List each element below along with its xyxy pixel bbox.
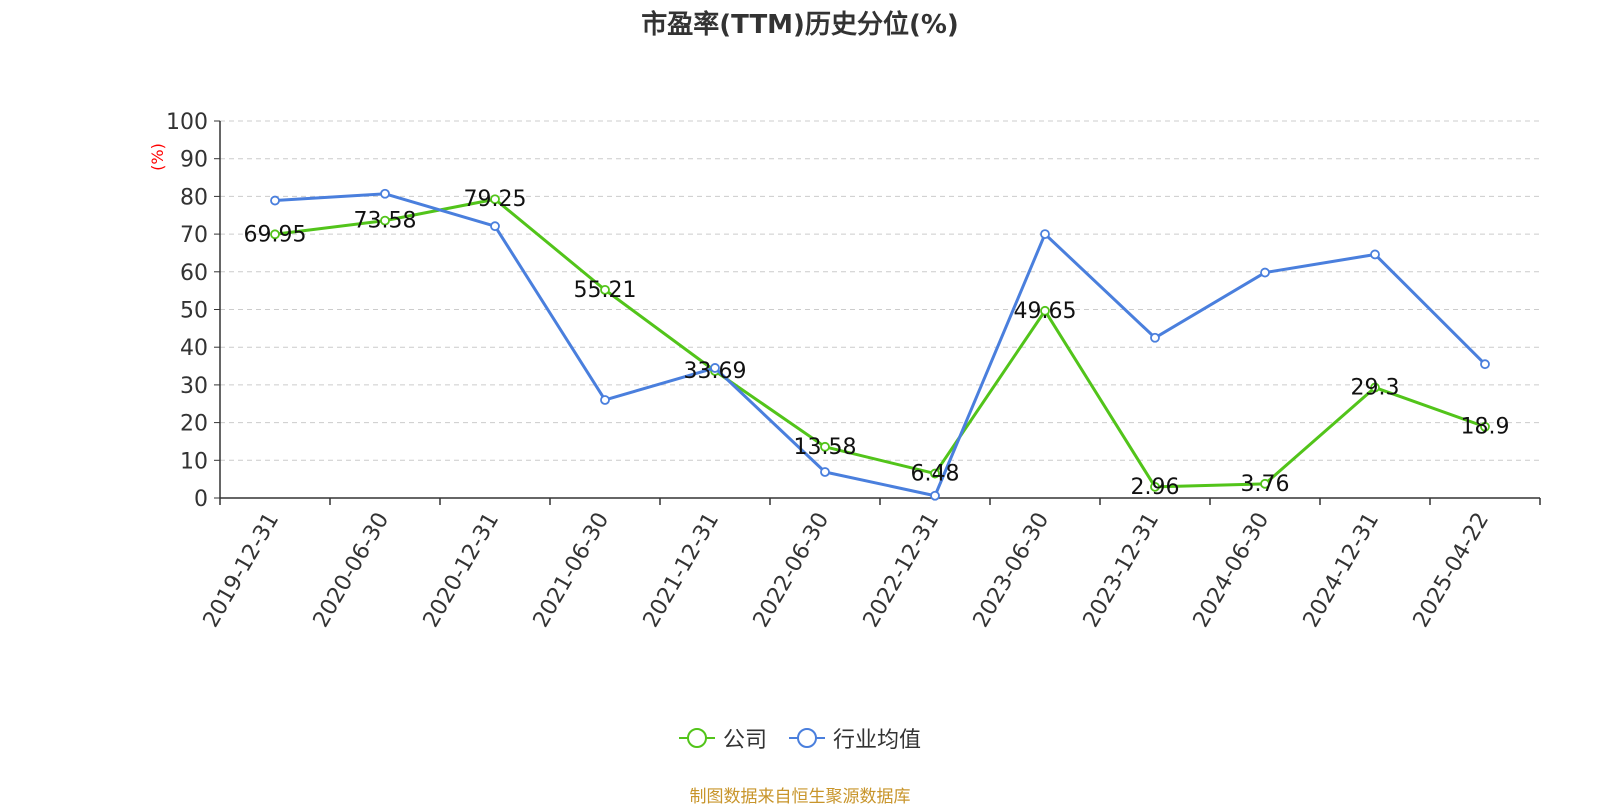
series-lines [270, 188, 1490, 501]
data-label: 3.76 [1241, 472, 1290, 497]
line-chart: 0 10 20 30 40 50 60 70 80 90 100 (%) 2019-12-31 2020-… [148, 110, 1541, 632]
series-1-point [1370, 249, 1380, 260]
x-tick-label: 2025-04-22 [1409, 509, 1495, 632]
chart-title: 市盈率(TTM)历史分位(%) [641, 10, 959, 40]
data-labels: 69.95 73.58 79.25 55.21 33.69 13.58 6.48 49.65 2… [244, 187, 1510, 500]
y-tick-label: 90 [180, 148, 208, 173]
x-tick-label: 2019-12-31 [199, 509, 285, 632]
x-tick-label: 2023-12-31 [1079, 509, 1165, 632]
x-tick-label: 2021-06-30 [529, 509, 615, 632]
y-tick-label: 40 [180, 336, 208, 361]
series-1-point [1040, 229, 1050, 240]
data-label: 18.9 [1461, 415, 1510, 440]
y-tick-label: 60 [180, 261, 208, 286]
series-1-point [600, 395, 610, 405]
x-tick-label: 2022-06-30 [749, 509, 835, 632]
legend: 公司 行业均值 [0, 722, 1600, 754]
legend-label-industry: 行业均值 [833, 728, 922, 753]
y-tick-label: 70 [180, 223, 208, 248]
series-0-point [600, 284, 610, 295]
data-label: 6.48 [911, 462, 960, 487]
legend-label-company: 公司 [722, 728, 767, 753]
y-tick-label: 20 [180, 412, 208, 437]
y-tick-label: 10 [180, 449, 208, 474]
legend-item-industry[interactable]: 行业均值 [789, 722, 921, 754]
series-0-point [1260, 478, 1270, 489]
series-0-point [270, 229, 280, 240]
y-tick-label: 50 [180, 299, 208, 324]
data-label: 33.69 [684, 359, 747, 384]
series-0-point [1370, 382, 1380, 393]
series-0-point [930, 468, 940, 479]
y-tick-label: 100 [166, 110, 208, 135]
series-0-point [1150, 481, 1160, 492]
series-0-point [1480, 421, 1490, 432]
axes: 0 10 20 30 40 50 60 70 80 90 100 (%) 2019-12-31 2020-… [148, 110, 1541, 632]
legend-item-company[interactable]: 公司 [678, 722, 767, 754]
series-1-point [930, 490, 940, 501]
series-1-point [1260, 267, 1270, 278]
y-axis-unit-label: (%) [148, 143, 167, 171]
series-line-0 [274, 197, 1486, 489]
series-1-point [1150, 332, 1160, 343]
series-1-point [710, 363, 720, 373]
data-label: 73.58 [354, 209, 417, 234]
x-tick-label: 2022-12-31 [859, 509, 945, 632]
data-label: 29.3 [1351, 376, 1400, 401]
series-line-1 [274, 192, 1487, 498]
x-tick-label: 2024-06-30 [1189, 509, 1275, 632]
series-1-point [490, 221, 500, 232]
x-tick-label: 2021-12-31 [639, 509, 725, 632]
series-0-point [490, 194, 500, 205]
series-0-point [820, 441, 830, 452]
data-label: 49.65 [1014, 299, 1077, 324]
series-1-point [270, 195, 280, 206]
legend-industry-marker-icon [789, 728, 825, 748]
x-tick-label: 2020-12-31 [419, 509, 505, 632]
x-tick-label: 2023-06-30 [969, 509, 1055, 632]
legend-company-marker-icon [678, 728, 715, 748]
y-tick-label: 0 [194, 487, 208, 512]
data-label: 55.21 [574, 278, 637, 303]
data-label: 79.25 [464, 187, 527, 212]
data-label: 69.95 [244, 222, 307, 247]
source-note: 制图数据来自恒生聚源数据库 [689, 787, 911, 807]
series-0-point [380, 215, 390, 226]
y-tick-label: 80 [180, 185, 208, 210]
x-tick-label: 2024-12-31 [1299, 509, 1385, 632]
x-tick-label: 2020-06-30 [309, 509, 395, 632]
series-0-point [1040, 305, 1050, 316]
grid-lines [220, 120, 1540, 461]
series-1-point [1480, 359, 1490, 370]
y-tick-label: 30 [180, 374, 208, 399]
series-1-point [820, 467, 830, 477]
data-label: 2.96 [1131, 475, 1180, 500]
series-1-point [380, 188, 390, 199]
data-label: 13.58 [794, 435, 857, 460]
